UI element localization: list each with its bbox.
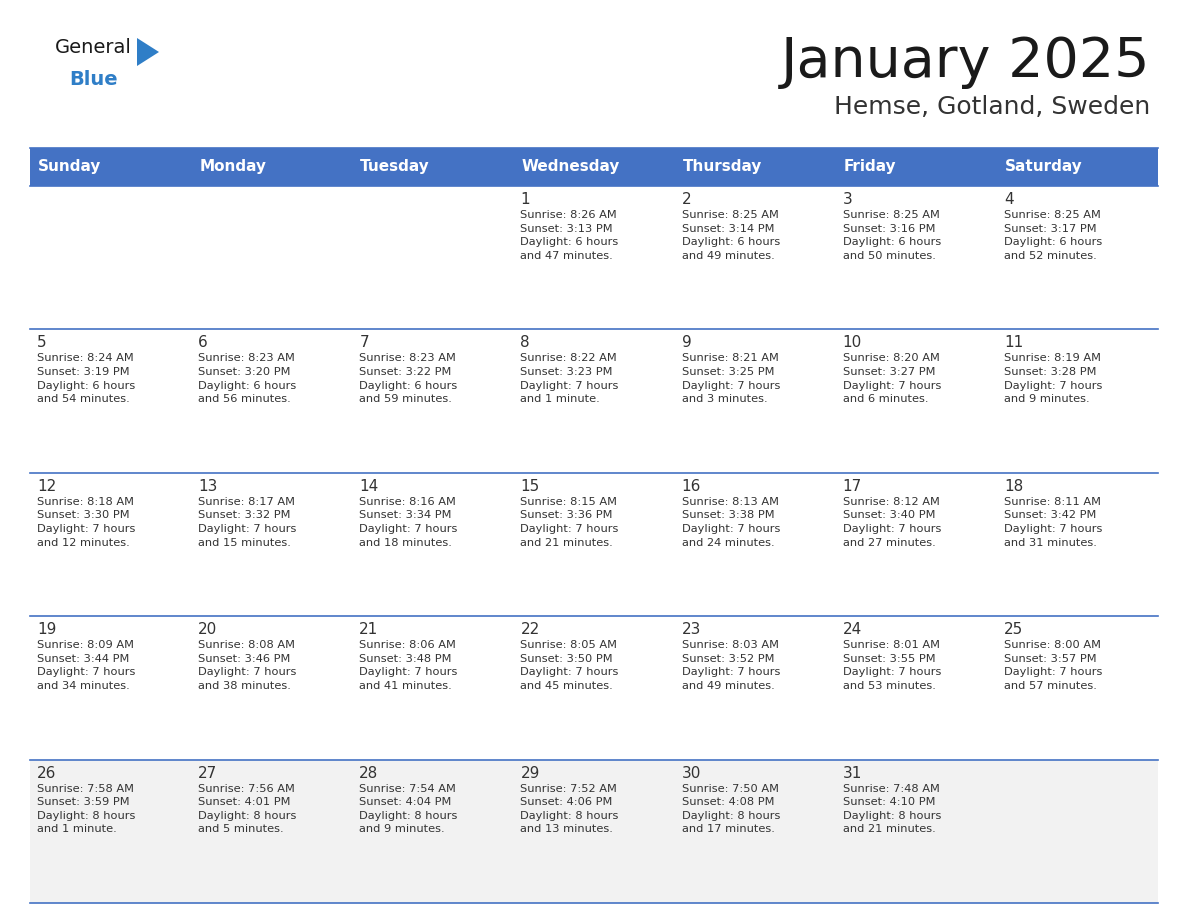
Text: Sunrise: 8:20 AM
Sunset: 3:27 PM
Daylight: 7 hours
and 6 minutes.: Sunrise: 8:20 AM Sunset: 3:27 PM Dayligh… [842, 353, 941, 404]
Text: Sunrise: 7:48 AM
Sunset: 4:10 PM
Daylight: 8 hours
and 21 minutes.: Sunrise: 7:48 AM Sunset: 4:10 PM Dayligh… [842, 784, 941, 834]
Text: 13: 13 [198, 479, 217, 494]
Text: 20: 20 [198, 622, 217, 637]
Text: Sunrise: 8:08 AM
Sunset: 3:46 PM
Daylight: 7 hours
and 38 minutes.: Sunrise: 8:08 AM Sunset: 3:46 PM Dayligh… [198, 640, 297, 691]
Text: Sunrise: 8:22 AM
Sunset: 3:23 PM
Daylight: 7 hours
and 1 minute.: Sunrise: 8:22 AM Sunset: 3:23 PM Dayligh… [520, 353, 619, 404]
Text: 24: 24 [842, 622, 862, 637]
Text: Sunrise: 8:16 AM
Sunset: 3:34 PM
Daylight: 7 hours
and 18 minutes.: Sunrise: 8:16 AM Sunset: 3:34 PM Dayligh… [359, 497, 457, 548]
Text: Sunrise: 7:52 AM
Sunset: 4:06 PM
Daylight: 8 hours
and 13 minutes.: Sunrise: 7:52 AM Sunset: 4:06 PM Dayligh… [520, 784, 619, 834]
Text: 4: 4 [1004, 192, 1013, 207]
Text: Sunrise: 8:15 AM
Sunset: 3:36 PM
Daylight: 7 hours
and 21 minutes.: Sunrise: 8:15 AM Sunset: 3:36 PM Dayligh… [520, 497, 619, 548]
Text: 11: 11 [1004, 335, 1023, 351]
Text: 1: 1 [520, 192, 530, 207]
Text: January 2025: January 2025 [781, 35, 1150, 89]
Text: Sunrise: 8:19 AM
Sunset: 3:28 PM
Daylight: 7 hours
and 9 minutes.: Sunrise: 8:19 AM Sunset: 3:28 PM Dayligh… [1004, 353, 1102, 404]
Text: Sunrise: 7:58 AM
Sunset: 3:59 PM
Daylight: 8 hours
and 1 minute.: Sunrise: 7:58 AM Sunset: 3:59 PM Dayligh… [37, 784, 135, 834]
Bar [30, 186, 1158, 330]
Text: Sunrise: 8:00 AM
Sunset: 3:57 PM
Daylight: 7 hours
and 57 minutes.: Sunrise: 8:00 AM Sunset: 3:57 PM Dayligh… [1004, 640, 1102, 691]
Text: Sunrise: 8:26 AM
Sunset: 3:13 PM
Daylight: 6 hours
and 47 minutes.: Sunrise: 8:26 AM Sunset: 3:13 PM Dayligh… [520, 210, 619, 261]
Bar [30, 330, 1158, 473]
Text: 16: 16 [682, 479, 701, 494]
Text: Sunrise: 8:23 AM
Sunset: 3:22 PM
Daylight: 6 hours
and 59 minutes.: Sunrise: 8:23 AM Sunset: 3:22 PM Dayligh… [359, 353, 457, 404]
Text: Sunrise: 8:12 AM
Sunset: 3:40 PM
Daylight: 7 hours
and 27 minutes.: Sunrise: 8:12 AM Sunset: 3:40 PM Dayligh… [842, 497, 941, 548]
Text: Sunrise: 7:54 AM
Sunset: 4:04 PM
Daylight: 8 hours
and 9 minutes.: Sunrise: 7:54 AM Sunset: 4:04 PM Dayligh… [359, 784, 457, 834]
Text: Saturday: Saturday [1005, 160, 1082, 174]
Text: Sunrise: 8:11 AM
Sunset: 3:42 PM
Daylight: 7 hours
and 31 minutes.: Sunrise: 8:11 AM Sunset: 3:42 PM Dayligh… [1004, 497, 1102, 548]
Text: Sunrise: 8:18 AM
Sunset: 3:30 PM
Daylight: 7 hours
and 12 minutes.: Sunrise: 8:18 AM Sunset: 3:30 PM Dayligh… [37, 497, 135, 548]
Text: Sunrise: 8:05 AM
Sunset: 3:50 PM
Daylight: 7 hours
and 45 minutes.: Sunrise: 8:05 AM Sunset: 3:50 PM Dayligh… [520, 640, 619, 691]
Text: 28: 28 [359, 766, 379, 780]
Text: Sunrise: 8:21 AM
Sunset: 3:25 PM
Daylight: 7 hours
and 3 minutes.: Sunrise: 8:21 AM Sunset: 3:25 PM Dayligh… [682, 353, 781, 404]
Text: 3: 3 [842, 192, 853, 207]
Text: Thursday: Thursday [683, 160, 762, 174]
Text: 6: 6 [198, 335, 208, 351]
Text: Sunrise: 8:24 AM
Sunset: 3:19 PM
Daylight: 6 hours
and 54 minutes.: Sunrise: 8:24 AM Sunset: 3:19 PM Dayligh… [37, 353, 135, 404]
Text: 27: 27 [198, 766, 217, 780]
Text: Sunrise: 7:50 AM
Sunset: 4:08 PM
Daylight: 8 hours
and 17 minutes.: Sunrise: 7:50 AM Sunset: 4:08 PM Dayligh… [682, 784, 781, 834]
Text: 7: 7 [359, 335, 369, 351]
Text: 2: 2 [682, 192, 691, 207]
Text: Sunrise: 8:17 AM
Sunset: 3:32 PM
Daylight: 7 hours
and 15 minutes.: Sunrise: 8:17 AM Sunset: 3:32 PM Dayligh… [198, 497, 297, 548]
Text: Sunday: Sunday [38, 160, 101, 174]
Text: 15: 15 [520, 479, 539, 494]
Text: 31: 31 [842, 766, 862, 780]
Text: Monday: Monday [200, 160, 266, 174]
Text: 8: 8 [520, 335, 530, 351]
Text: 17: 17 [842, 479, 862, 494]
Polygon shape [137, 38, 159, 66]
Text: Sunrise: 7:56 AM
Sunset: 4:01 PM
Daylight: 8 hours
and 5 minutes.: Sunrise: 7:56 AM Sunset: 4:01 PM Dayligh… [198, 784, 297, 834]
Bar [30, 473, 1158, 616]
Text: Sunrise: 8:25 AM
Sunset: 3:14 PM
Daylight: 6 hours
and 49 minutes.: Sunrise: 8:25 AM Sunset: 3:14 PM Dayligh… [682, 210, 779, 261]
Bar [30, 616, 1158, 759]
Text: 14: 14 [359, 479, 379, 494]
Text: Sunrise: 8:13 AM
Sunset: 3:38 PM
Daylight: 7 hours
and 24 minutes.: Sunrise: 8:13 AM Sunset: 3:38 PM Dayligh… [682, 497, 781, 548]
Text: 29: 29 [520, 766, 539, 780]
Text: 10: 10 [842, 335, 862, 351]
Text: 23: 23 [682, 622, 701, 637]
Text: 21: 21 [359, 622, 379, 637]
Text: 26: 26 [37, 766, 56, 780]
Text: 19: 19 [37, 622, 56, 637]
Text: 30: 30 [682, 766, 701, 780]
Text: Sunrise: 8:23 AM
Sunset: 3:20 PM
Daylight: 6 hours
and 56 minutes.: Sunrise: 8:23 AM Sunset: 3:20 PM Dayligh… [198, 353, 296, 404]
Bar [30, 148, 1158, 186]
Text: 5: 5 [37, 335, 46, 351]
Text: Sunrise: 8:06 AM
Sunset: 3:48 PM
Daylight: 7 hours
and 41 minutes.: Sunrise: 8:06 AM Sunset: 3:48 PM Dayligh… [359, 640, 457, 691]
Text: Friday: Friday [843, 160, 896, 174]
Bar [30, 759, 1158, 903]
Text: Sunrise: 8:25 AM
Sunset: 3:17 PM
Daylight: 6 hours
and 52 minutes.: Sunrise: 8:25 AM Sunset: 3:17 PM Dayligh… [1004, 210, 1102, 261]
Text: Sunrise: 8:03 AM
Sunset: 3:52 PM
Daylight: 7 hours
and 49 minutes.: Sunrise: 8:03 AM Sunset: 3:52 PM Dayligh… [682, 640, 781, 691]
Text: Hemse, Gotland, Sweden: Hemse, Gotland, Sweden [834, 95, 1150, 119]
Text: General: General [55, 38, 132, 57]
Text: 9: 9 [682, 335, 691, 351]
Text: Sunrise: 8:09 AM
Sunset: 3:44 PM
Daylight: 7 hours
and 34 minutes.: Sunrise: 8:09 AM Sunset: 3:44 PM Dayligh… [37, 640, 135, 691]
Text: 12: 12 [37, 479, 56, 494]
Text: 25: 25 [1004, 622, 1023, 637]
Text: Wednesday: Wednesday [522, 160, 620, 174]
Text: Sunrise: 8:25 AM
Sunset: 3:16 PM
Daylight: 6 hours
and 50 minutes.: Sunrise: 8:25 AM Sunset: 3:16 PM Dayligh… [842, 210, 941, 261]
Text: 18: 18 [1004, 479, 1023, 494]
Text: Blue: Blue [69, 70, 118, 89]
Text: 22: 22 [520, 622, 539, 637]
Text: Tuesday: Tuesday [360, 160, 430, 174]
Text: Sunrise: 8:01 AM
Sunset: 3:55 PM
Daylight: 7 hours
and 53 minutes.: Sunrise: 8:01 AM Sunset: 3:55 PM Dayligh… [842, 640, 941, 691]
